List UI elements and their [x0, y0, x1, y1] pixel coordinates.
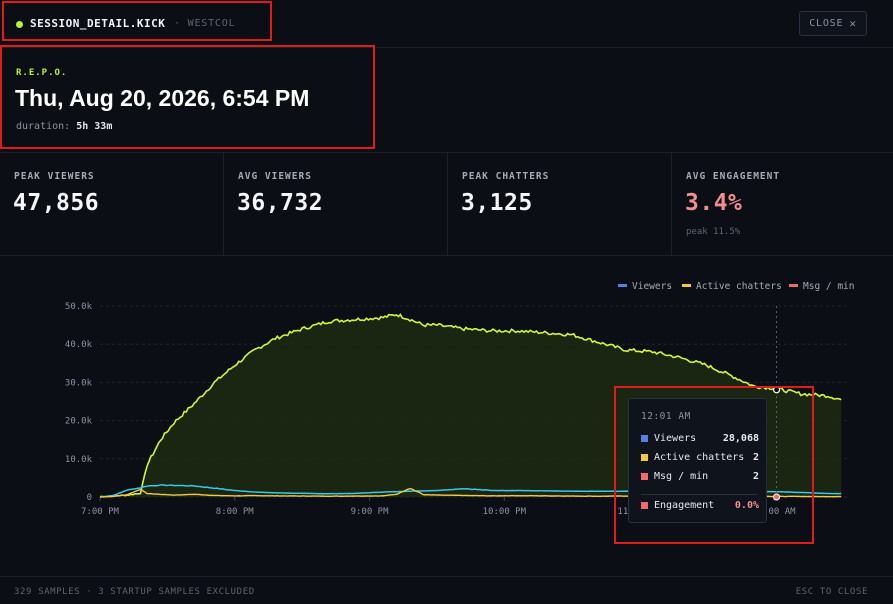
tooltip-row-value: 2 — [752, 451, 759, 463]
viewers-swatch — [641, 434, 648, 442]
tooltip-row-value: 28,068 — [722, 432, 759, 444]
stat-label: PEAK CHATTERS — [462, 171, 550, 182]
game-category: R.E.P.O. — [16, 68, 68, 78]
legend-label: Active chatters — [696, 281, 782, 292]
tooltip-row-msgs: Msg / min 2 — [641, 469, 759, 483]
engagement-swatch — [641, 501, 648, 509]
tooltip-row-label: Msg / min — [654, 470, 709, 482]
title-group: SESSION_DETAIL.KICK · WESTCOL — [2, 1, 272, 41]
msgs-swatch — [641, 472, 648, 480]
stat-avg-viewers: AVG VIEWERS 36,732 — [224, 153, 448, 255]
legend-swatch-2 — [789, 284, 798, 287]
y-tick-label: 30.0k — [65, 378, 93, 388]
stat-value: 3,125 — [461, 190, 533, 216]
y-tick-label: 0 — [87, 493, 92, 503]
header-bar: SESSION_DETAIL.KICK · WESTCOL CLOSE ✕ — [0, 0, 893, 48]
tooltip-row-engagement: Engagement 0.0% — [641, 498, 759, 512]
tooltip-divider — [641, 494, 757, 495]
session-info: R.E.P.O. Thu, Aug 20, 2026, 6:54 PM dura… — [0, 45, 893, 153]
tooltip-time: 12:01 AM — [641, 411, 691, 422]
hover-point-viewers — [772, 386, 781, 394]
y-tick-label: 10.0k — [65, 455, 93, 465]
channel-name: · WESTCOL — [174, 18, 236, 29]
tooltip-row-value: 2 — [752, 470, 759, 482]
chatters-swatch — [641, 453, 648, 461]
stats-row: PEAK VIEWERS 47,856 AVG VIEWERS 36,732 P… — [0, 153, 893, 256]
viewers-series-line — [99, 313, 842, 498]
stat-label: AVG ENGAGEMENT — [686, 171, 781, 182]
stat-peak-engagement: peak 11.5% — [686, 227, 741, 237]
tooltip-row-label: Engagement — [654, 499, 715, 511]
stat-value: 36,732 — [237, 190, 324, 216]
x-tick-label: 9:00 PM — [351, 507, 390, 517]
x-tick-label: 8:00 PM — [216, 507, 255, 517]
stat-peak-chatters: PEAK CHATTERS 3,125 — [448, 153, 672, 255]
session-date: Thu, Aug 20, 2026, 6:54 PM — [15, 85, 310, 111]
tooltip-row-label: Viewers — [654, 432, 697, 444]
esc-hint: ESC TO CLOSE — [795, 587, 868, 597]
stat-label: AVG VIEWERS — [238, 171, 312, 182]
stat-label: PEAK VIEWERS — [14, 171, 95, 182]
legend-swatch-0 — [618, 284, 627, 287]
x-tick-label: 7:00 PM — [81, 507, 120, 517]
page-title: SESSION_DETAIL.KICK — [30, 17, 166, 30]
legend-label: Viewers — [632, 281, 672, 292]
legend-swatch-1 — [682, 284, 691, 287]
chart-tooltip: 12:01 AM Viewers 28,068 Active chatters … — [628, 398, 767, 523]
close-button-label: CLOSE — [809, 18, 844, 29]
session-summary: R.E.P.O. Thu, Aug 20, 2026, 6:54 PM dura… — [0, 45, 375, 149]
tooltip-row-viewers: Viewers 28,068 — [641, 431, 759, 445]
hover-point-msgs — [773, 493, 781, 501]
legend-label: Msg / min — [803, 281, 854, 292]
sample-count: 329 SAMPLES · 3 STARTUP SAMPLES EXCLUDED — [14, 587, 255, 597]
live-status-dot — [16, 21, 23, 28]
duration-label: duration: — [16, 121, 71, 132]
footer-bar: 329 SAMPLES · 3 STARTUP SAMPLES EXCLUDED… — [0, 576, 893, 604]
close-button[interactable]: CLOSE ✕ — [799, 11, 867, 36]
x-tick-label: 10:00 PM — [483, 507, 527, 517]
session-duration: duration: 5h 33m — [16, 121, 112, 132]
tooltip-row-chatters: Active chatters 2 — [641, 450, 759, 464]
close-icon: ✕ — [849, 17, 857, 30]
y-tick-label: 40.0k — [65, 340, 93, 350]
stat-avg-engagement: AVG ENGAGEMENT 3.4% peak 11.5% — [672, 153, 893, 255]
y-tick-label: 50.0k — [65, 302, 93, 312]
tooltip-row-label: Active chatters — [654, 451, 745, 463]
stat-value: 47,856 — [13, 190, 100, 216]
y-tick-label: 20.0k — [65, 417, 93, 427]
tooltip-engagement-value: 0.0% — [734, 499, 759, 511]
stat-value: 3.4% — [685, 190, 743, 216]
stat-peak-viewers: PEAK VIEWERS 47,856 — [0, 153, 224, 255]
duration-value: 5h 33m — [76, 121, 113, 132]
x-tick-label: 12:00 AM — [752, 507, 796, 517]
